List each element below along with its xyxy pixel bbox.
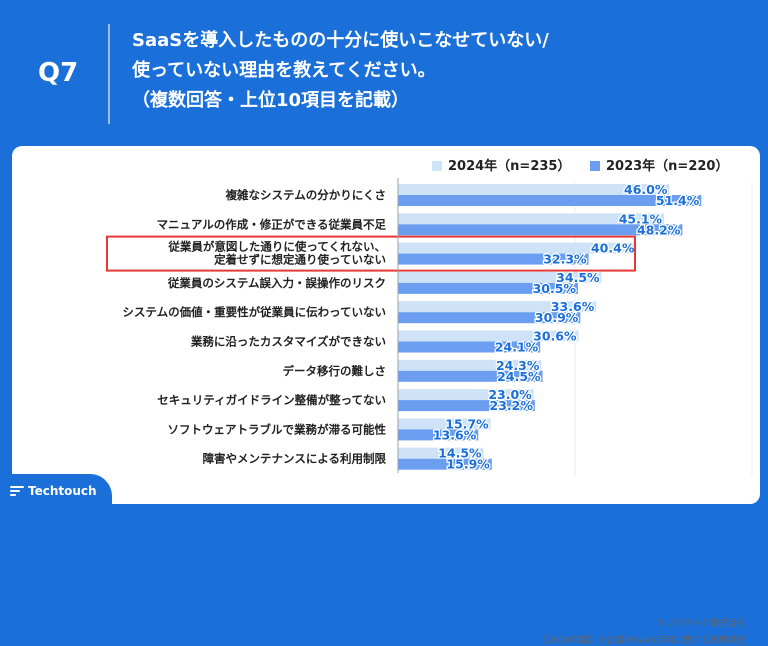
legend-swatch-0 (432, 161, 442, 171)
data-label-1-8: 13.6% (433, 427, 477, 442)
category-label-8: ソフトウェアトラブルで業務が滞る可能性 (168, 422, 387, 436)
data-label-0-4: 33.6% (551, 299, 595, 314)
bar-1-6 (398, 370, 543, 382)
bar-0-9 (398, 447, 484, 459)
bar-1-3 (398, 282, 578, 294)
bar-0-1 (398, 213, 665, 225)
question-title-line-1: SaaSを導入したものの十分に使いこなせていない/ (132, 30, 549, 51)
bar-1-1 (398, 224, 683, 236)
category-label-1: マニュアルの作成・修正ができる従業員不足 (157, 217, 387, 231)
techtouch-logo-icon (10, 485, 24, 497)
data-label-0-5: 30.6% (533, 329, 577, 344)
bar-1-8 (398, 429, 479, 441)
bar-1-0 (398, 195, 702, 206)
category-label-3: 従業員のシステム誤入力・誤操作のリスク (167, 276, 386, 290)
bar-1-5 (398, 341, 541, 353)
highlight-box (106, 235, 636, 272)
data-label-0-3: 34.5% (556, 270, 600, 285)
category-label-2-1: 定着せずに想定通り使っていない (214, 253, 386, 267)
data-label-0-8: 15.7% (445, 416, 489, 431)
data-label-0-1: 45.1% (619, 211, 663, 226)
chart-card: 2024年（n=235） 2023年（n=220） 複雑なシステムの分かりにくさ 46… (12, 146, 760, 646)
question-title-line-2: 使っていない理由を教えてください。 (132, 60, 436, 81)
data-label-1-6: 24.5% (497, 369, 541, 384)
bar-0-8 (398, 418, 491, 430)
data-label-1-3: 30.5% (533, 281, 577, 296)
bar-0-4 (398, 301, 597, 313)
category-label-2-0: 従業員が意図した通りに使ってくれない、 (167, 240, 386, 254)
bar-0-3 (398, 271, 602, 283)
data-label-1-2: 32.3% (543, 252, 587, 267)
bar-1-4 (398, 312, 581, 324)
data-label-0-7: 23.0% (488, 387, 532, 402)
bar-0-2 (398, 242, 637, 254)
bar-0-5 (398, 330, 579, 342)
brand-name: Techtouch (28, 484, 97, 498)
category-label-7: セキュリティガイドライン整備が整ってない (157, 393, 386, 407)
data-label-1-4: 30.9% (535, 310, 579, 325)
data-label-0-9: 14.5% (438, 446, 482, 461)
data-label-1-9: 15.9% (446, 457, 490, 472)
brand-logo: Techtouch (10, 484, 97, 498)
bar-1-9 (398, 458, 492, 470)
footer-badge (0, 474, 112, 512)
legend-label-0: 2024年（n=235） (448, 158, 570, 174)
bar-0-7 (398, 389, 534, 401)
category-label-9: 障害やメンテナンスによる利用制限 (203, 452, 387, 466)
data-label-1-5: 24.1% (495, 340, 539, 355)
category-label-6: データ移行の難しさ (283, 364, 387, 378)
data-label-1-0: 51.4% (656, 193, 700, 208)
question-title-line-3: （複数回答・上位10項目を記載） (132, 90, 410, 111)
legend-swatch-1 (590, 161, 600, 171)
source-company: テックタッチ株式会社 (656, 619, 746, 629)
question-title: SaaSを導入したものの十分に使いこなせていない/ 使っていない理由を教えてくだ… (132, 26, 752, 116)
bar-0-0 (398, 184, 670, 195)
legend-label-1: 2023年（n=220） (606, 158, 728, 174)
category-label-0: 複雑なシステムの分かりにくさ (225, 188, 386, 202)
source-survey: 【2024年版】大企業のSaaS活用に関する実態調査 (538, 636, 746, 646)
category-label-4: システムの価値・重要性が従業員に伝わっていない (122, 305, 386, 319)
data-label-1-7: 23.2% (490, 398, 534, 413)
category-label-5: 業務に沿ったカスタマイズができない (190, 335, 386, 349)
data-label-1-1: 48.2% (637, 222, 681, 237)
bar-chart: 2024年（n=235） 2023年（n=220） 複雑なシステムの分かりにくさ 46… (106, 158, 753, 477)
data-label-0-0: 46.0% (624, 182, 668, 197)
data-label-0-6: 24.3% (496, 358, 540, 373)
bar-0-6 (398, 359, 542, 371)
question-id: Q7 (38, 58, 79, 88)
data-label-0-2: 40.4% (591, 241, 635, 256)
bar-1-7 (398, 400, 535, 412)
header-divider (108, 24, 110, 124)
bar-1-2 (398, 253, 589, 265)
